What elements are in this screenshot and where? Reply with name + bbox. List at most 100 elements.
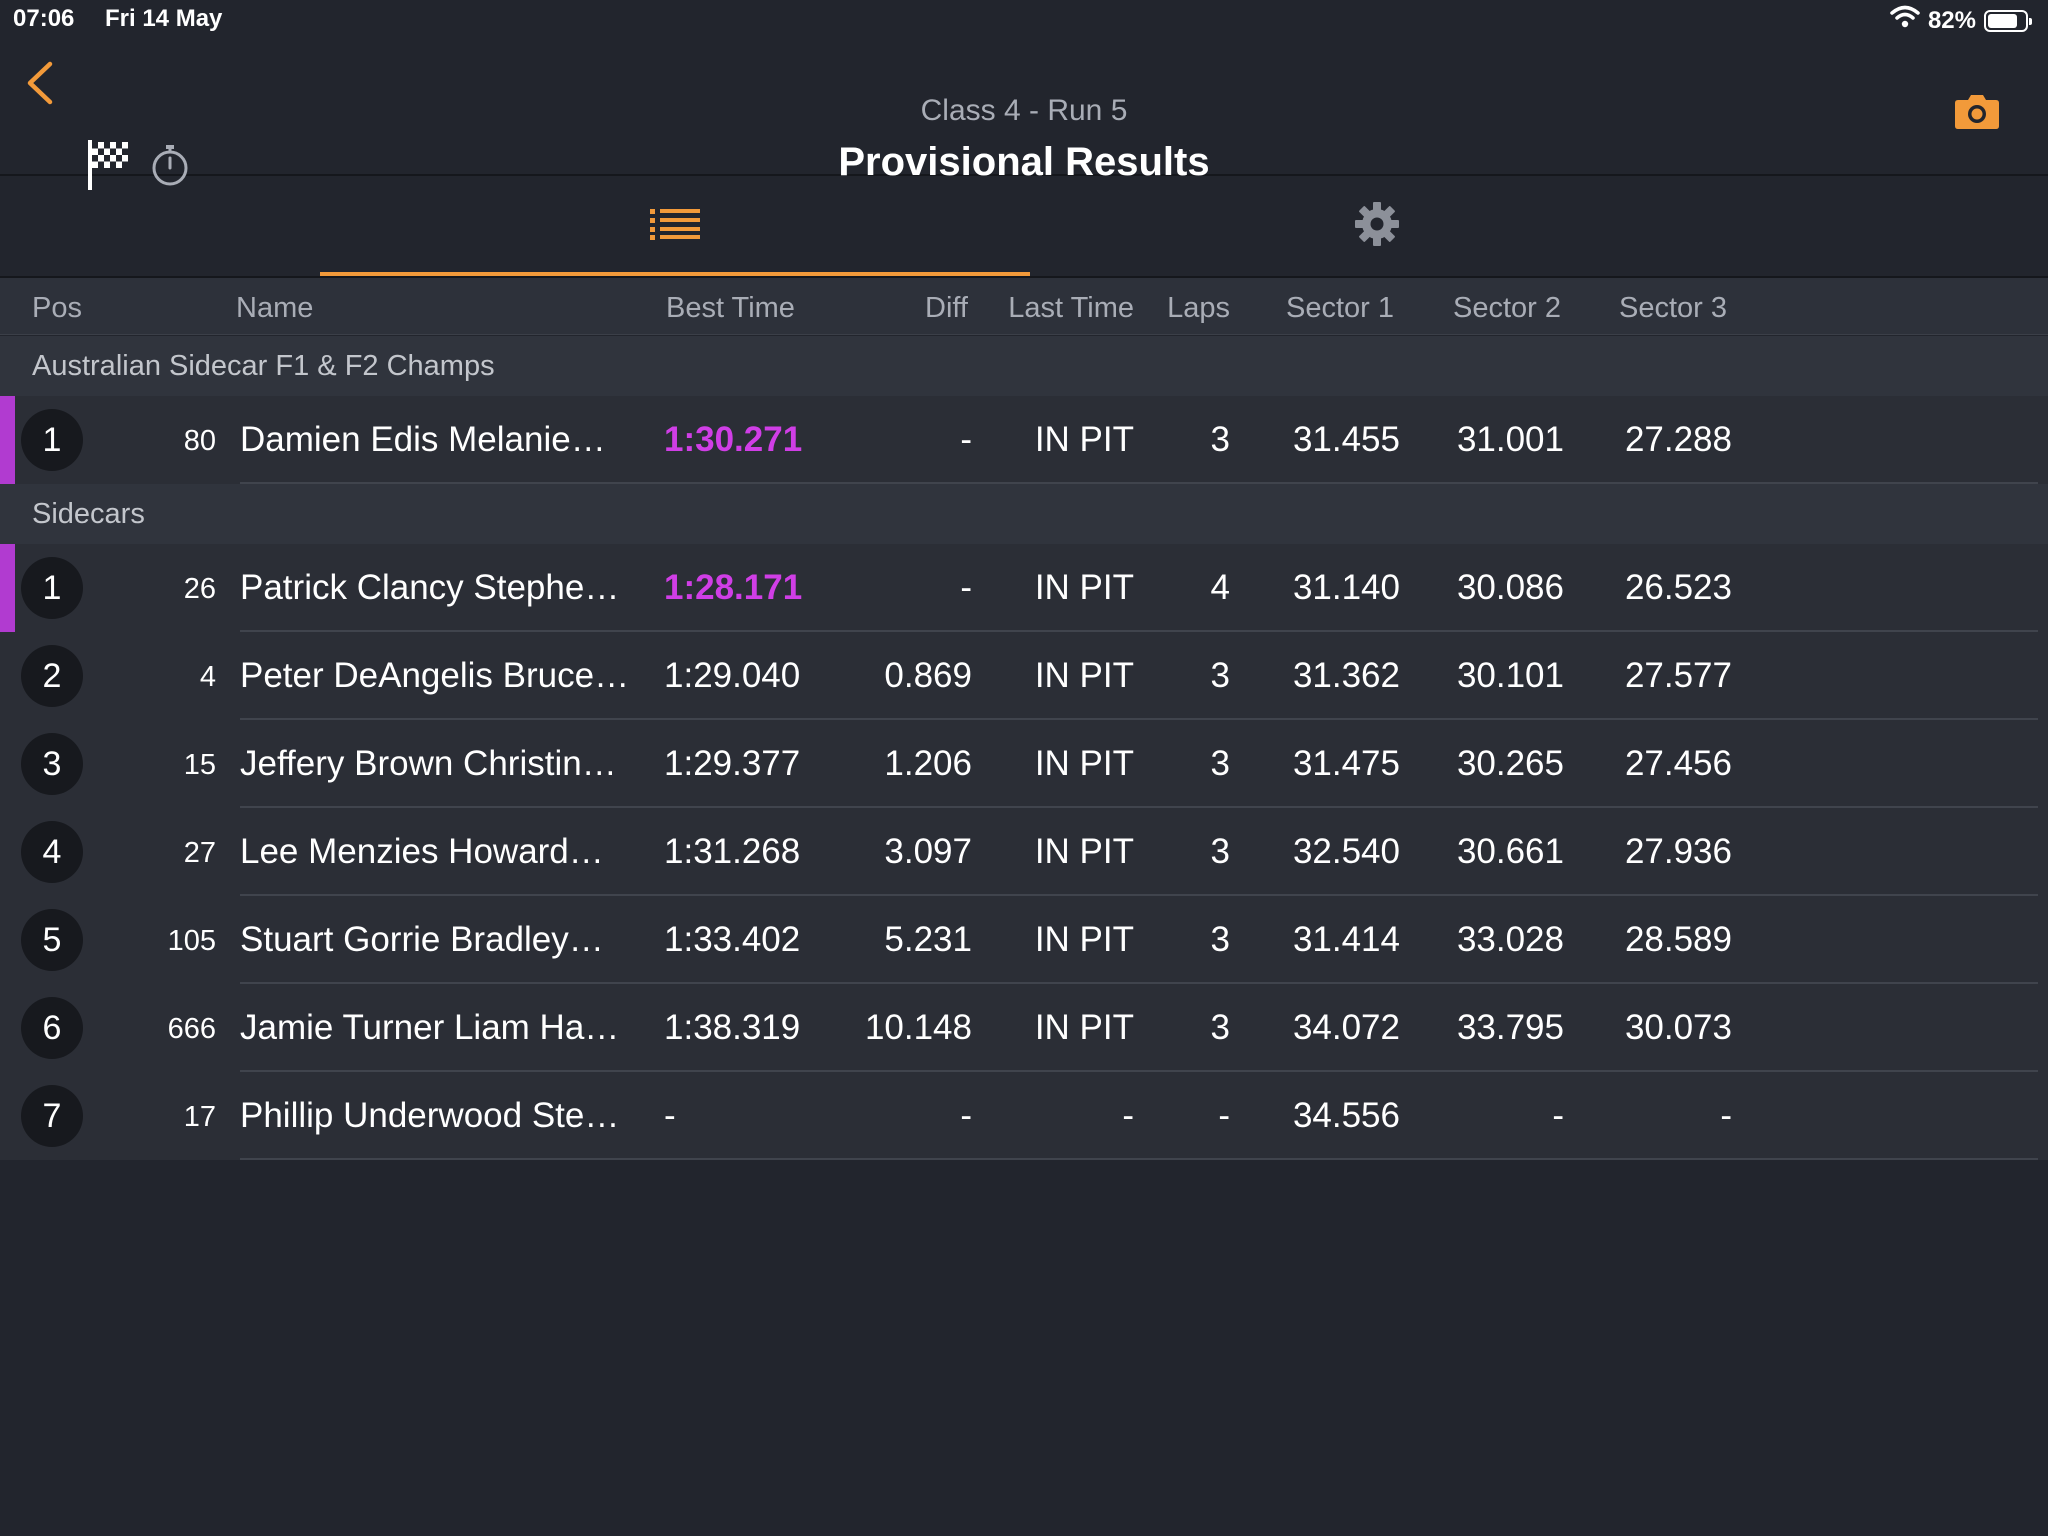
row-divider: [240, 982, 2038, 984]
laps-count: 3: [1210, 920, 1230, 959]
group-header: Australian Sidecar F1 & F2 Champs: [0, 336, 2048, 396]
sector-2-time: 33.028: [1456, 920, 1564, 959]
sector-1-time: 34.072: [1292, 1008, 1400, 1047]
sector-1-time: 34.556: [1292, 1096, 1400, 1135]
rider-name: Damien Edis Melanie…: [240, 420, 606, 459]
sector-1-time: 31.455: [1292, 420, 1400, 459]
laps-count: -: [1218, 1096, 1230, 1135]
column-header-sector-2[interactable]: Sector 2: [1453, 292, 1561, 324]
row-divider: [240, 482, 2038, 484]
sector-3-time: 27.456: [1624, 744, 1732, 783]
back-button[interactable]: [20, 60, 60, 120]
camera-button[interactable]: [1954, 92, 2000, 135]
position-badge: 5: [21, 909, 83, 971]
rider-name: Lee Menzies Howard…: [240, 832, 604, 871]
best-time: 1:30.271: [664, 420, 803, 459]
position-badge: 3: [21, 733, 83, 795]
tab-bar: [0, 176, 2048, 278]
column-header-last-time[interactable]: Last Time: [1008, 292, 1134, 324]
column-header-best-time[interactable]: Best Time: [666, 292, 795, 324]
gear-icon: [1355, 202, 1399, 246]
wifi-icon: [1890, 5, 1920, 36]
sector-2-time: 30.661: [1456, 832, 1564, 871]
last-time: IN PIT: [1034, 568, 1134, 607]
sector-2-time: 30.265: [1456, 744, 1564, 783]
table-row[interactable]: 1 26 Patrick Clancy Stephe… 1:28.171 - IN PIT…: [0, 544, 2048, 632]
sector-1-time: 31.475: [1292, 744, 1400, 783]
tab-results-list[interactable]: [320, 176, 1030, 276]
row-divider: [240, 630, 2038, 632]
sector-3-time: 30.073: [1624, 1008, 1732, 1047]
position-badge: 6: [21, 997, 83, 1059]
column-header-name[interactable]: Name: [236, 292, 314, 324]
camera-icon: [1955, 95, 1999, 129]
sector-2-time: 33.795: [1456, 1008, 1564, 1047]
position-badge: 4: [21, 821, 83, 883]
table-row[interactable]: 2 4 Peter DeAngelis Bruce… 1:29.040 0.869 IN …: [0, 632, 2048, 720]
fastest-lap-marker: [0, 544, 15, 632]
battery-percent: 82%: [1927, 6, 1976, 34]
rider-name: Jeffery Brown Christin…: [240, 744, 617, 783]
sector-3-time: 27.577: [1624, 656, 1732, 695]
position-badge: 7: [21, 1085, 83, 1147]
diff-time: 1.206: [884, 744, 972, 783]
sector-1-time: 31.414: [1292, 920, 1400, 959]
best-time: 1:31.268: [664, 832, 801, 871]
table-row[interactable]: 6 666 Jamie Turner Liam Ha… 1:38.319 10.148 I…: [0, 984, 2048, 1072]
sector-3-time: -: [1720, 1096, 1732, 1135]
table-row[interactable]: 4 27 Lee Menzies Howard… 1:31.268 3.097 IN PI…: [0, 808, 2048, 896]
laps-count: 3: [1210, 744, 1230, 783]
best-time: 1:38.319: [664, 1008, 801, 1047]
column-header-pos[interactable]: Pos: [32, 292, 82, 324]
last-time: IN PIT: [1034, 832, 1134, 871]
race-number: 27: [183, 837, 216, 869]
position-badge: 2: [21, 645, 83, 707]
table-row[interactable]: 7 17 Phillip Underwood Ste… - - - - 34.556 - -: [0, 1072, 2048, 1160]
sector-3-time: 27.288: [1624, 420, 1732, 459]
clock: 07:06: [13, 5, 75, 32]
column-header-diff[interactable]: Diff: [925, 292, 968, 324]
date: Fri 14 May: [105, 5, 223, 32]
laps-count: 3: [1210, 832, 1230, 871]
column-header-sector-1[interactable]: Sector 1: [1286, 292, 1394, 324]
diff-time: -: [960, 1096, 972, 1135]
last-time: IN PIT: [1034, 1008, 1134, 1047]
diff-time: 5.231: [884, 920, 972, 959]
laps-count: 3: [1210, 656, 1230, 695]
race-number: 17: [183, 1101, 216, 1133]
race-number: 666: [167, 1013, 216, 1045]
laps-count: 3: [1210, 420, 1230, 459]
position-badge: 1: [21, 557, 83, 619]
laps-count: 4: [1210, 568, 1230, 607]
row-divider: [240, 894, 2038, 896]
rider-name: Stuart Gorrie Bradley…: [240, 920, 604, 959]
diff-time: 0.869: [884, 656, 972, 695]
column-header-sector-3[interactable]: Sector 3: [1619, 292, 1727, 324]
sector-2-time: -: [1552, 1096, 1564, 1135]
table-row[interactable]: 1 80 Damien Edis Melanie… 1:30.271 - IN PIT 3 3…: [0, 396, 2048, 484]
row-divider: [240, 1070, 2038, 1072]
navigation-bar: Class 4 - Run 5 Provisional Results: [0, 40, 2048, 190]
sector-2-time: 30.086: [1456, 568, 1564, 607]
page-subtitle: Class 4 - Run 5: [920, 94, 1128, 127]
rider-name: Jamie Turner Liam Ha…: [240, 1008, 620, 1047]
diff-time: 10.148: [864, 1008, 972, 1047]
group-header: Sidecars: [0, 484, 2048, 544]
tab-settings[interactable]: [1030, 176, 1724, 272]
diff-time: 3.097: [884, 832, 972, 871]
best-time: 1:29.040: [664, 656, 801, 695]
race-number: 105: [167, 925, 216, 957]
page-title: Provisional Results: [838, 140, 1210, 184]
table-row[interactable]: 5 105 Stuart Gorrie Bradley… 1:33.402 5.231 I…: [0, 896, 2048, 984]
stopwatch-icon[interactable]: [150, 144, 190, 191]
sector-3-time: 27.936: [1624, 832, 1732, 871]
last-time: IN PIT: [1034, 656, 1134, 695]
column-header-laps[interactable]: Laps: [1167, 292, 1230, 324]
table-row[interactable]: 3 15 Jeffery Brown Christin… 1:29.377 1.206 I…: [0, 720, 2048, 808]
last-time: IN PIT: [1034, 744, 1134, 783]
best-time: 1:29.377: [664, 744, 801, 783]
sector-1-time: 31.140: [1292, 568, 1400, 607]
sector-1-time: 31.362: [1292, 656, 1400, 695]
sector-2-time: 31.001: [1456, 420, 1564, 459]
battery-icon: [1984, 9, 2032, 32]
